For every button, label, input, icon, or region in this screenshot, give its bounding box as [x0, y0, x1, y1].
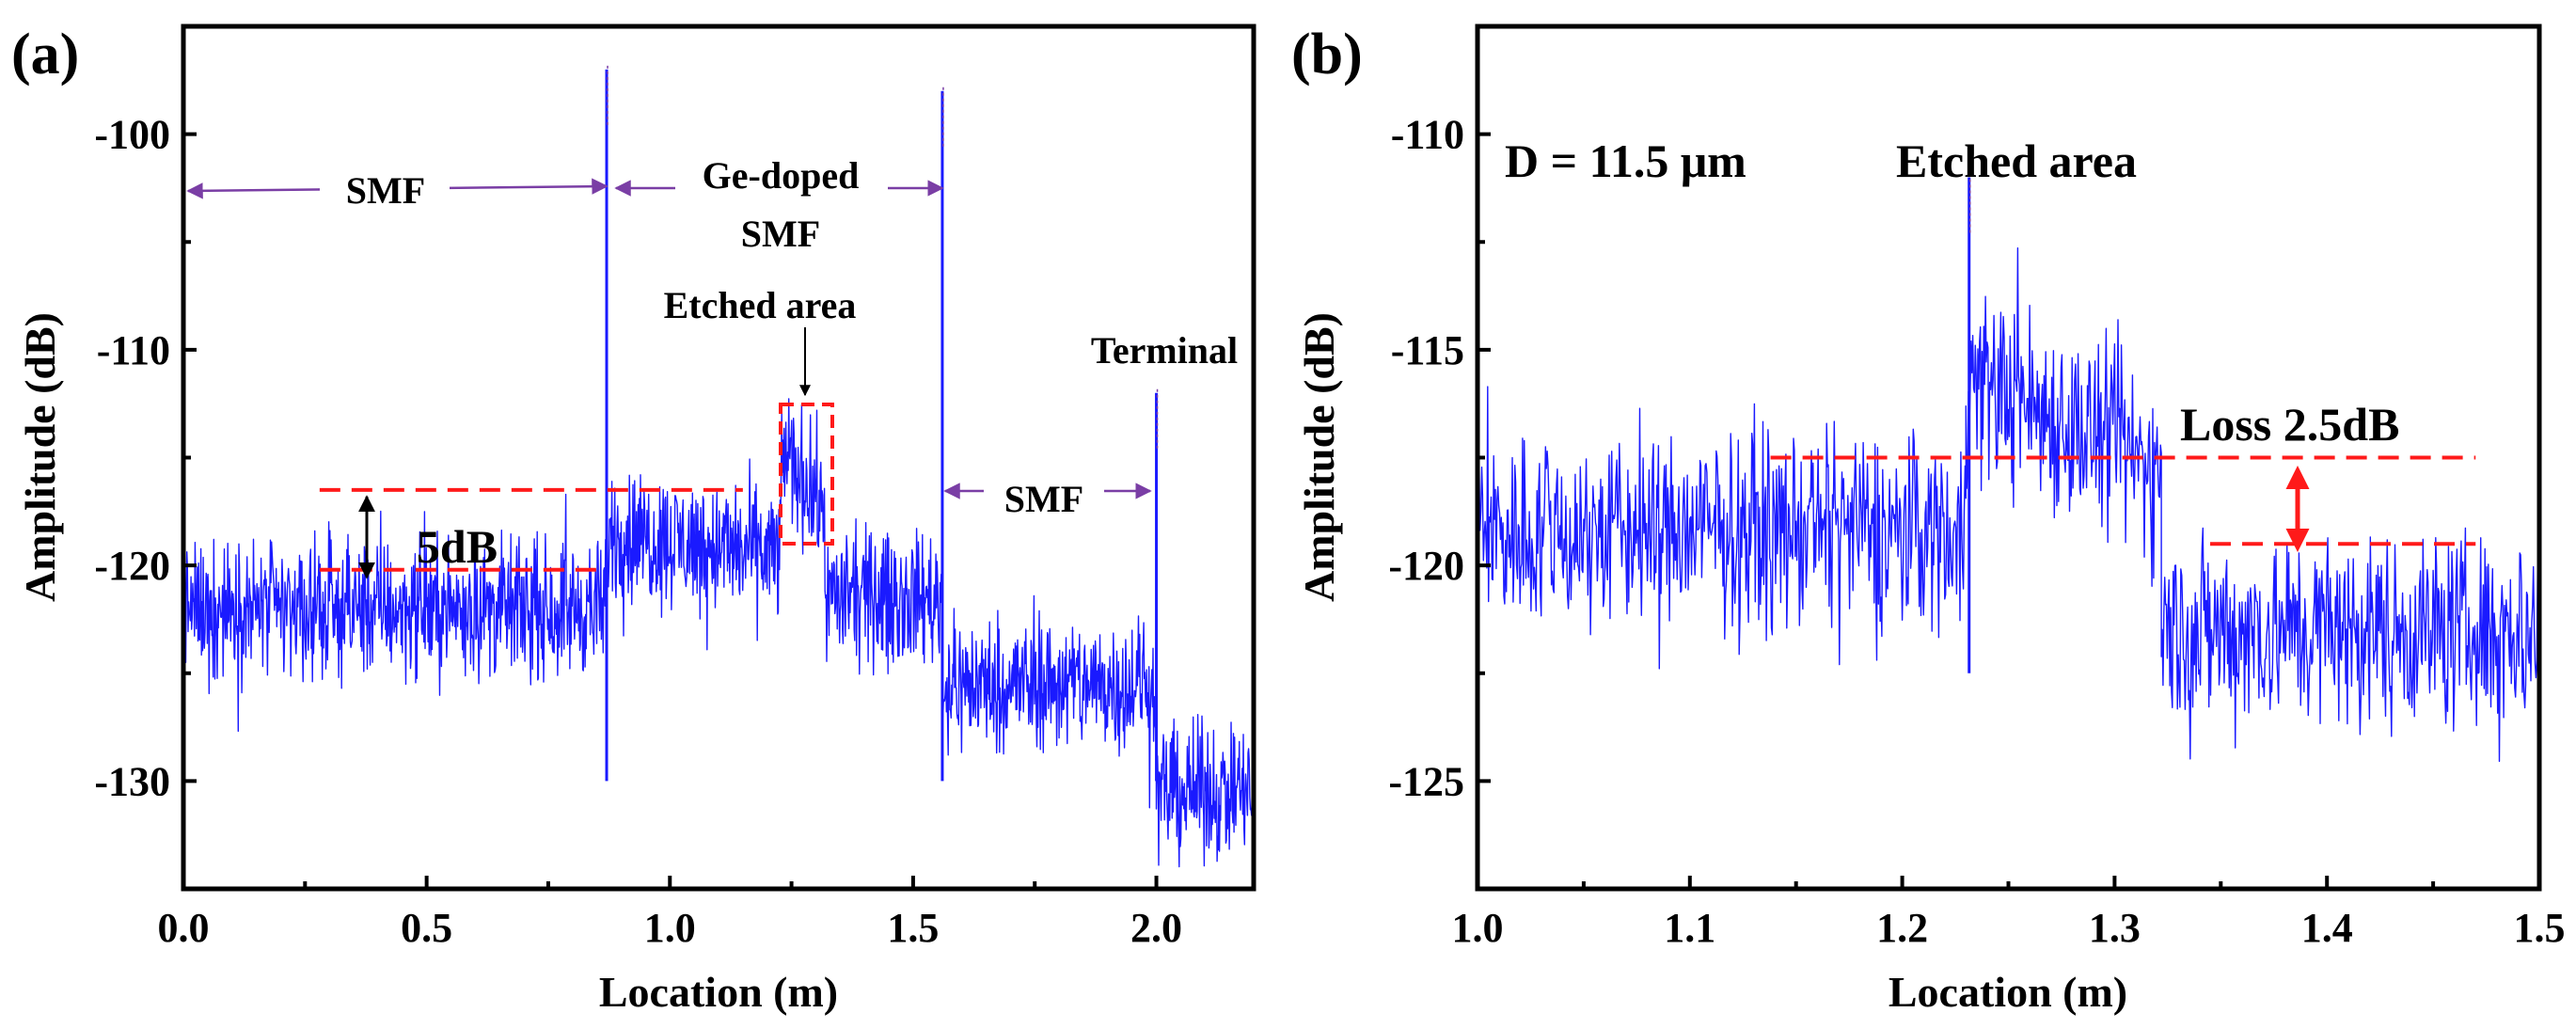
panel-b-trace-line — [1478, 247, 2539, 763]
panel-a-y-tick-label: -100 — [94, 112, 170, 158]
panel-a-step-label: 5dB — [417, 520, 498, 573]
panel-b-x-tick-label: 1.4 — [2301, 905, 2353, 951]
panel-a-x-tick-label: 0.0 — [158, 905, 210, 951]
panel-a-section-smf-label: SMF — [346, 169, 425, 212]
panel-b-y-tick-label: -115 — [1391, 327, 1464, 373]
panel-b-trace-group — [1478, 173, 2539, 763]
panel-b-etched-area-label: Etched area — [1896, 135, 2137, 187]
panel-b-x-axis-title: Location (m) — [1889, 968, 2127, 1016]
panel-a-section-gedoped-line2: SMF — [741, 213, 820, 255]
panel-b-x-tick-label: 1.3 — [2089, 905, 2141, 951]
panel-a-smf2-label-bg — [984, 470, 1104, 517]
panel-a-x-axis-title: Location (m) — [599, 968, 838, 1016]
panel-a-section-smf2-label: SMF — [1004, 478, 1083, 520]
panel-b-y-axis-title: Amplitude (dB) — [1295, 312, 1343, 602]
panel-a-trace-group — [183, 65, 1254, 868]
panel-b-x-tick-label: 1.1 — [1664, 905, 1715, 951]
panel-a-trace-line — [183, 398, 1254, 868]
panel-a-y-tick-label: -110 — [97, 327, 170, 373]
panel-a: (a) 0.0 0.5 1.0 1.5 2.0 -130 -120 -110 -100 Loca… — [11, 23, 1256, 1016]
panel-a-x-tick-label: 1.0 — [644, 905, 696, 951]
panel-a-x-tick-label: 0.5 — [401, 905, 452, 951]
panel-a-x-tick-label: 2.0 — [1130, 905, 1182, 951]
panel-a-y-tick-label: -130 — [94, 758, 170, 804]
panel-b-reference-lines — [1770, 455, 2476, 546]
panel-a-etched-area-label: Etched area — [664, 284, 857, 326]
panel-b-x-tick-label: 1.0 — [1452, 905, 1504, 951]
panel-a-smf-label-bg — [320, 162, 450, 211]
panel-a-etched-area-box — [779, 403, 834, 546]
panel-b: (b) 1.0 1.1 1.2 1.3 1.4 1.5 -125 -120 -115 -110 L… — [1291, 23, 2566, 1016]
panel-b-y-tick-label: -120 — [1388, 543, 1464, 589]
panel-a-section-gedoped-line1: Ge-doped — [703, 154, 860, 197]
panel-a-x-tick-label: 1.5 — [887, 905, 939, 951]
panel-b-loss-label-bg — [2178, 391, 2489, 450]
panel-b-y-tick-label: -110 — [1391, 112, 1464, 158]
panel-b-x-tick-label: 1.2 — [1876, 905, 1928, 951]
panel-b-x-tick-label: 1.5 — [2514, 905, 2566, 951]
panel-a-y-axis-title: Amplitude (dB) — [16, 312, 64, 602]
panel-a-gedoped-label-bg — [675, 152, 888, 201]
panel-b-diameter-label: D = 11.5 μm — [1505, 135, 1746, 187]
panel-b-ticks: 1.0 1.1 1.2 1.3 1.4 1.5 -125 -120 -115 -110 — [1388, 24, 2566, 951]
panel-b-label: (b) — [1291, 23, 1363, 87]
panel-a-terminal-label: Terminal — [1091, 329, 1238, 372]
panel-a-y-tick-label: -120 — [94, 543, 170, 589]
panel-b-loss-label: Loss 2.5dB — [2180, 398, 2399, 451]
panel-b-y-tick-label: -125 — [1388, 758, 1464, 804]
panel-a-label: (a) — [11, 23, 79, 87]
panel-a-ticks: 0.0 0.5 1.0 1.5 2.0 -130 -120 -110 -100 — [94, 24, 1182, 951]
